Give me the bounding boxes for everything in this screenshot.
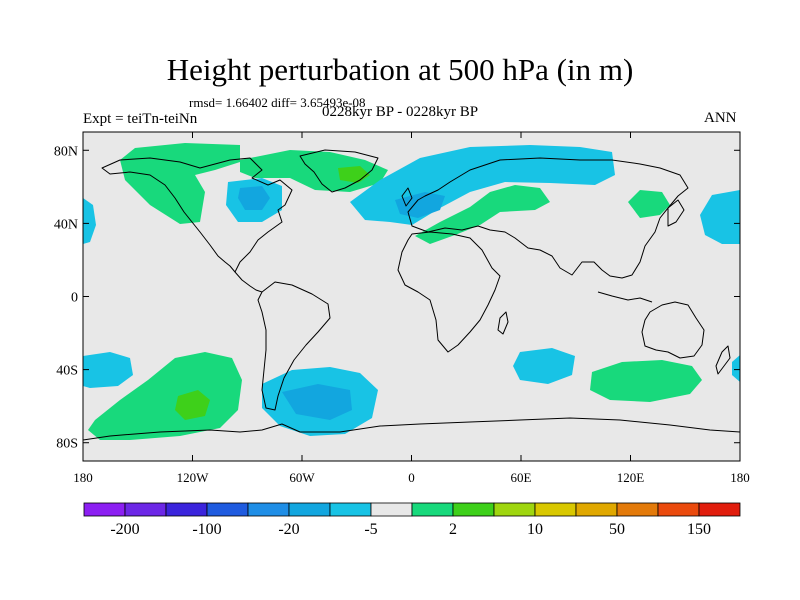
colorbar-swatch (370, 502, 413, 517)
coast-antarctica (83, 417, 740, 441)
anomaly-north-pacific-east-negative (700, 190, 740, 244)
coast-madagascar (497, 311, 509, 335)
season-label: ANN (704, 110, 737, 126)
colorbar-swatch (124, 502, 167, 517)
y-tick-label: 80N (54, 144, 78, 159)
y-tick-label: 80S (56, 437, 78, 452)
colorbar-swatch (657, 502, 700, 517)
coast-greenland (299, 149, 379, 193)
colorbar: -200 -100 -20 -5 2 10 50 150 (83, 502, 741, 538)
coast-africa (397, 231, 501, 353)
plot-area (82, 131, 741, 462)
x-tick-label: 60W (289, 470, 315, 485)
colorbar-label: 10 (527, 521, 543, 538)
colorbar-swatch (493, 502, 536, 517)
colorbar-label: 150 (687, 521, 711, 538)
colorbar-swatch (83, 502, 126, 517)
anomaly-south-pacific-positive (88, 352, 242, 440)
y-tick-label: 0 (71, 291, 78, 306)
colorbar-swatch (616, 502, 659, 517)
anomaly-south-pacific-positive-core (175, 390, 210, 420)
stats-text: rmsd= 1.66402 diff= 3.65493e-08 (189, 95, 366, 110)
coast-uk (401, 187, 413, 207)
x-tick-label: 180 (730, 470, 750, 485)
colorbar-swatch (206, 502, 249, 517)
y-axis: 80N 40N 0 40S 80S (54, 144, 740, 452)
chart-title: Height perturbation at 500 hPa (in m) (166, 52, 634, 87)
anomaly-drake-negative-core (282, 384, 352, 420)
anomaly-layer (83, 143, 740, 440)
anomaly-south-pacific-negative (83, 352, 133, 388)
coastlines (83, 149, 740, 441)
colorbar-swatch (452, 502, 495, 517)
colorbar-label: -200 (110, 521, 139, 538)
colorbar-swatch (247, 502, 290, 517)
x-axis: 180 120W 60W 0 60E 120E 180 (73, 132, 750, 485)
coast-japan (667, 199, 685, 227)
experiment-label: Expt = teiTn-teiNn (83, 111, 198, 127)
colorbar-swatch (329, 502, 372, 517)
coast-indonesia (597, 291, 653, 303)
anomaly-canada-negative-core (238, 186, 270, 210)
period-label: 0228kyr BP - 0228kyr BP (322, 104, 479, 120)
y-tick-label: 40S (56, 364, 78, 379)
anomaly-indian-ocean-negative (513, 348, 575, 384)
colorbar-label: 50 (609, 521, 625, 538)
x-tick-label: 120W (177, 470, 210, 485)
coast-south-america (257, 281, 331, 411)
anomaly-europe-negative-core (395, 192, 445, 218)
colorbar-swatch (575, 502, 618, 517)
x-tick-label: 0 (408, 470, 415, 485)
anomaly-north-pacific-positive (120, 143, 240, 224)
colorbar-label: 2 (449, 521, 457, 538)
anomaly-mediterranean-positive (415, 185, 550, 244)
coast-eurasia (407, 157, 689, 279)
x-tick-label: 120E (617, 470, 645, 485)
coast-central-america (234, 271, 263, 293)
colorbar-swatch (411, 502, 454, 517)
anomaly-east-asia-positive (628, 190, 670, 218)
colorbar-swatch (534, 502, 577, 517)
anomaly-dateline-south-negative (732, 355, 740, 382)
coast-australia (641, 301, 705, 359)
colorbar-label: -20 (278, 521, 299, 538)
coast-north-america (101, 157, 293, 273)
coast-new-zealand (715, 345, 731, 375)
colorbar-swatch (288, 502, 331, 517)
anomaly-dateline-north-negative (83, 198, 96, 244)
colorbar-swatch (165, 502, 208, 517)
colorbar-label: -5 (364, 521, 377, 538)
y-tick-label: 40N (54, 217, 78, 232)
colorbar-label: -100 (192, 521, 221, 538)
colorbar-swatch (698, 502, 741, 517)
anomaly-south-australia-positive (590, 360, 702, 402)
x-tick-label: 60E (511, 470, 532, 485)
x-tick-label: 180 (73, 470, 93, 485)
